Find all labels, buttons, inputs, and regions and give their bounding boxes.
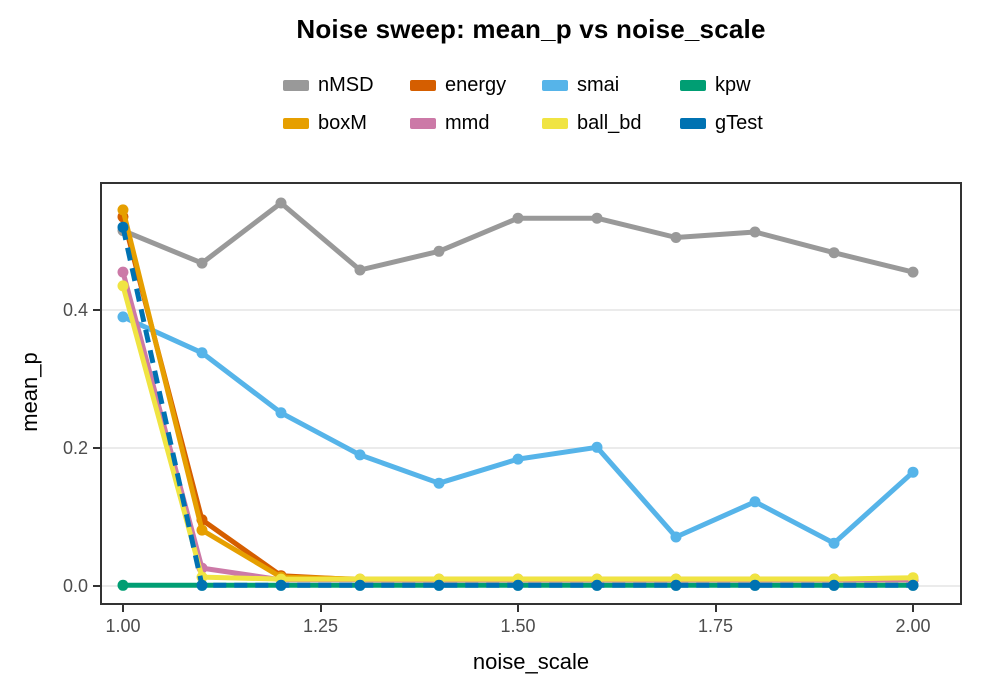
data-point-gTest (512, 579, 524, 591)
legend-key-icon (283, 117, 309, 129)
data-point-smai (907, 466, 919, 478)
x-tick-mark (911, 605, 914, 612)
data-point-ball_bd (117, 280, 129, 292)
data-point-nMSD (196, 257, 208, 269)
x-tick-label: 1.00 (105, 616, 141, 636)
series-line-energy (120, 216, 913, 583)
data-point-smai (512, 453, 524, 465)
legend-key-icon (410, 117, 436, 129)
data-point-smai (354, 449, 366, 461)
data-point-gTest (591, 579, 603, 591)
y-tick-mark (93, 447, 100, 449)
y-tick-label: 0.2 (62, 438, 88, 458)
legend-item-mmd: mmd (410, 113, 542, 133)
legend-label: ball_bd (577, 112, 642, 134)
plot-canvas (102, 197, 960, 591)
data-point-nMSD (828, 247, 840, 259)
data-point-boxM (117, 204, 129, 216)
x-tick-label: 2.00 (895, 616, 931, 636)
data-point-mmd (117, 266, 129, 278)
legend-key-icon (542, 79, 568, 91)
data-point-gTest (354, 579, 366, 591)
x-tick-mark (517, 605, 519, 612)
data-point-gTest (828, 579, 840, 591)
x-tick-label: 1.50 (500, 616, 536, 636)
legend-item-kpw: kpw (680, 75, 763, 95)
y-tick-label: 0.0 (62, 576, 88, 597)
x-axis-title: noise_scale (472, 649, 590, 674)
legend-key-icon (680, 117, 706, 129)
legend-label: smai (577, 74, 620, 96)
data-point-nMSD (749, 226, 761, 238)
legend-key-icon (283, 79, 309, 91)
legend-item-smai: smai (542, 75, 680, 95)
chart-title: Noise sweep: mean_p vs noise_scale (296, 14, 766, 44)
data-point-smai (433, 477, 445, 489)
data-point-smai (275, 407, 287, 419)
data-point-smai (117, 311, 129, 323)
data-point-nMSD (670, 232, 682, 243)
data-point-gTest (433, 579, 445, 591)
y-tick-mark (93, 585, 100, 588)
legend-item-boxM: boxM (283, 113, 410, 133)
legend-key-icon (410, 79, 436, 91)
legend-label: kpw (715, 74, 751, 96)
legend-label: gTest (715, 112, 763, 134)
data-point-ball_bd (907, 572, 919, 584)
series-line-smai (121, 314, 915, 546)
y-axis-title: mean_p (17, 352, 42, 432)
series-line-mmd (120, 271, 913, 583)
data-point-smai (828, 537, 840, 549)
data-point-nMSD (433, 245, 445, 257)
legend-item-gTest: gTest (680, 113, 763, 133)
legend-item-nMSD: nMSD (283, 75, 410, 95)
data-point-kpw (117, 579, 129, 591)
data-point-gTest (749, 579, 761, 591)
legend-label: nMSD (318, 74, 374, 96)
legend-label: boxM (318, 112, 367, 134)
data-point-gTest (275, 579, 287, 591)
x-tick-label: 1.75 (697, 616, 734, 636)
data-point-smai (670, 531, 682, 543)
data-point-nMSD (591, 212, 603, 224)
legend-key-icon (542, 117, 568, 129)
data-point-boxM (196, 524, 208, 536)
x-tick-mark (122, 605, 124, 612)
x-tick-label: 1.25 (302, 616, 339, 636)
x-tick-mark (714, 605, 717, 612)
series-line-ball_bd (120, 285, 914, 582)
legend-item-energy: energy (410, 75, 542, 95)
legend-item-ball_bd: ball_bd (542, 113, 680, 133)
legend-label: mmd (445, 112, 490, 134)
data-point-smai (196, 347, 208, 359)
data-point-gTest (196, 579, 208, 591)
data-point-nMSD (275, 197, 287, 209)
data-point-gTest (670, 579, 682, 591)
data-point-nMSD (354, 264, 366, 276)
data-point-gTest (907, 579, 919, 591)
y-tick-label: 0.4 (62, 300, 88, 320)
legend-key-icon (680, 79, 706, 91)
data-point-smai (749, 496, 761, 508)
data-point-nMSD (512, 212, 524, 224)
data-point-smai (591, 441, 603, 453)
y-tick-mark (93, 309, 100, 311)
plot-panel (100, 182, 962, 605)
legend: nMSD energy smai kpw boxM mmd ball_bd gTest (283, 71, 763, 137)
legend-label: energy (445, 74, 507, 96)
x-tick-mark (319, 605, 322, 612)
data-point-nMSD (907, 266, 919, 278)
series-line-gTest (120, 226, 913, 588)
data-point-gTest (117, 221, 129, 233)
